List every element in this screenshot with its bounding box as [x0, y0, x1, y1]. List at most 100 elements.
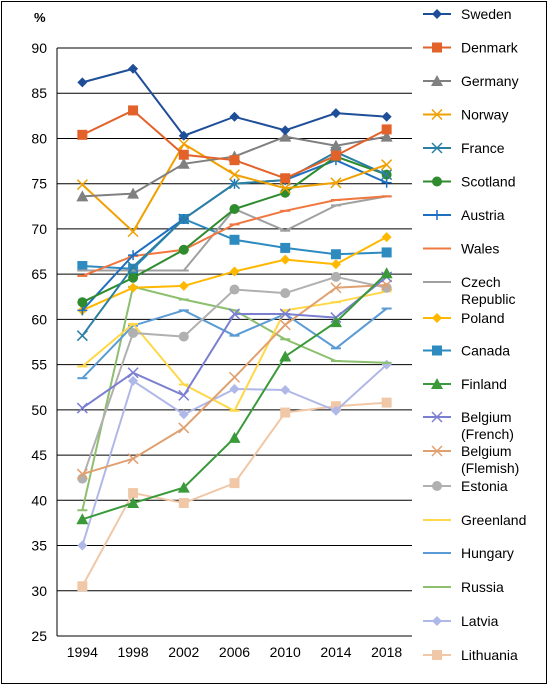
data-point-belgium-flemish	[127, 453, 139, 465]
legend-item-wales: Wales	[423, 241, 499, 257]
data-point-finland	[329, 316, 342, 328]
data-point-denmark	[280, 173, 291, 184]
data-point-scotland	[229, 204, 240, 215]
series-russia	[77, 285, 392, 512]
series-estonia	[77, 271, 392, 484]
data-point-lithuania	[229, 478, 240, 489]
legend-marker	[432, 313, 442, 323]
data-point-poland	[330, 259, 341, 270]
data-point-finland	[177, 481, 190, 493]
data-point-estonia	[178, 331, 189, 342]
data-point-estonia	[128, 327, 139, 338]
y-tick-label: 70	[31, 221, 47, 237]
legend-item-france: France	[423, 140, 505, 156]
legend-label-line: Republic	[461, 291, 515, 307]
data-point-estonia	[280, 288, 291, 299]
data-point-lithuania	[381, 397, 392, 408]
legend-label: Austria	[461, 207, 505, 223]
data-point-poland	[128, 282, 139, 293]
x-tick-label: 2014	[320, 644, 351, 660]
data-point-france	[228, 178, 241, 190]
legend-item-belgium-flemish: Belgium (Flemish)	[423, 443, 519, 476]
legend-item-greenland: Greenland	[423, 512, 526, 528]
data-point-france	[76, 330, 88, 342]
data-point-canada	[330, 249, 341, 260]
data-point-belgium-flemish	[279, 319, 291, 331]
data-point-canada	[381, 247, 392, 258]
legend-marker	[432, 650, 442, 660]
y-unit-label: %	[34, 10, 46, 25]
legend-label: Poland	[461, 310, 505, 326]
data-point-poland	[381, 232, 392, 243]
legend-marker	[432, 176, 442, 187]
series-sweden	[77, 63, 392, 141]
data-point-poland	[229, 266, 240, 277]
legend-label: Czech Republic	[461, 274, 515, 307]
legend-item-lithuania: Lithuania	[423, 647, 518, 663]
data-point-scotland	[77, 297, 88, 308]
data-point-lithuania	[178, 498, 189, 509]
data-point-belgium-flemish	[381, 279, 393, 291]
data-point-germany	[279, 130, 292, 142]
data-point-norway	[381, 159, 393, 171]
legend-marker	[432, 345, 442, 356]
legend-label: Belgium (French)	[461, 409, 514, 442]
data-point-canada	[280, 242, 291, 253]
y-axis-ticks: 25 30 35 40 45 50 55 60 65 70 75 80 85 90	[31, 40, 47, 644]
data-point-sweden	[381, 111, 392, 122]
legend-label: France	[461, 140, 505, 156]
data-point-sweden	[330, 108, 341, 119]
data-point-latvia	[229, 384, 240, 395]
data-point-canada	[128, 263, 139, 274]
legend-marker	[431, 378, 443, 389]
data-point-france	[178, 213, 190, 225]
data-point-lithuania	[77, 581, 88, 592]
data-point-germany	[76, 190, 89, 202]
y-tick-label: 50	[31, 402, 47, 418]
legend-marker	[432, 616, 442, 626]
legend-label: Germany	[461, 73, 519, 89]
y-tick-label: 40	[31, 492, 47, 508]
legend-marker	[431, 108, 443, 121]
data-point-belgium-flemish	[330, 282, 342, 294]
legend-item-czech-republic: Czech Republic	[423, 274, 515, 307]
data-point-scotland	[128, 272, 139, 283]
series-line-lithuania	[81, 401, 387, 587]
data-point-sweden	[280, 125, 291, 136]
y-tick-label: 30	[31, 583, 47, 599]
series-germany	[76, 130, 393, 202]
data-point-denmark	[77, 129, 88, 140]
legend-label: Hungary	[461, 545, 514, 561]
data-point-belgium-french	[178, 389, 190, 401]
y-tick-label: 85	[31, 85, 47, 101]
data-point-norway	[178, 138, 190, 150]
data-point-estonia	[229, 284, 240, 295]
x-tick-label: 2018	[371, 644, 402, 660]
x-tick-label: 2010	[270, 644, 301, 660]
data-point-austria	[128, 250, 139, 261]
legend-label-line: Belgium	[461, 443, 512, 459]
series-denmark	[77, 105, 392, 184]
data-point-lithuania	[280, 407, 291, 418]
legend-label: Norway	[461, 107, 508, 123]
data-point-germany	[177, 157, 190, 169]
x-tick-label: 1998	[117, 644, 148, 660]
legend-item-sweden: Sweden	[423, 6, 512, 22]
legend-item-scotland: Scotland	[423, 174, 515, 190]
legend-marker	[432, 481, 442, 491]
series-layer	[76, 63, 393, 592]
data-point-denmark	[381, 124, 392, 135]
x-tick-label: 1994	[67, 644, 98, 660]
legend-item-estonia: Estonia	[423, 478, 508, 494]
series-norway	[76, 138, 393, 238]
data-point-sweden	[128, 63, 139, 74]
y-tick-label: 75	[31, 176, 47, 192]
legend-label-line: (French)	[461, 426, 514, 442]
y-tick-label: 65	[31, 266, 47, 282]
data-point-latvia	[178, 409, 189, 420]
y-tick-label: 35	[31, 538, 47, 554]
legend-label: Sweden	[461, 6, 512, 22]
series-finland	[76, 267, 393, 525]
data-point-belgium-french	[228, 308, 241, 320]
